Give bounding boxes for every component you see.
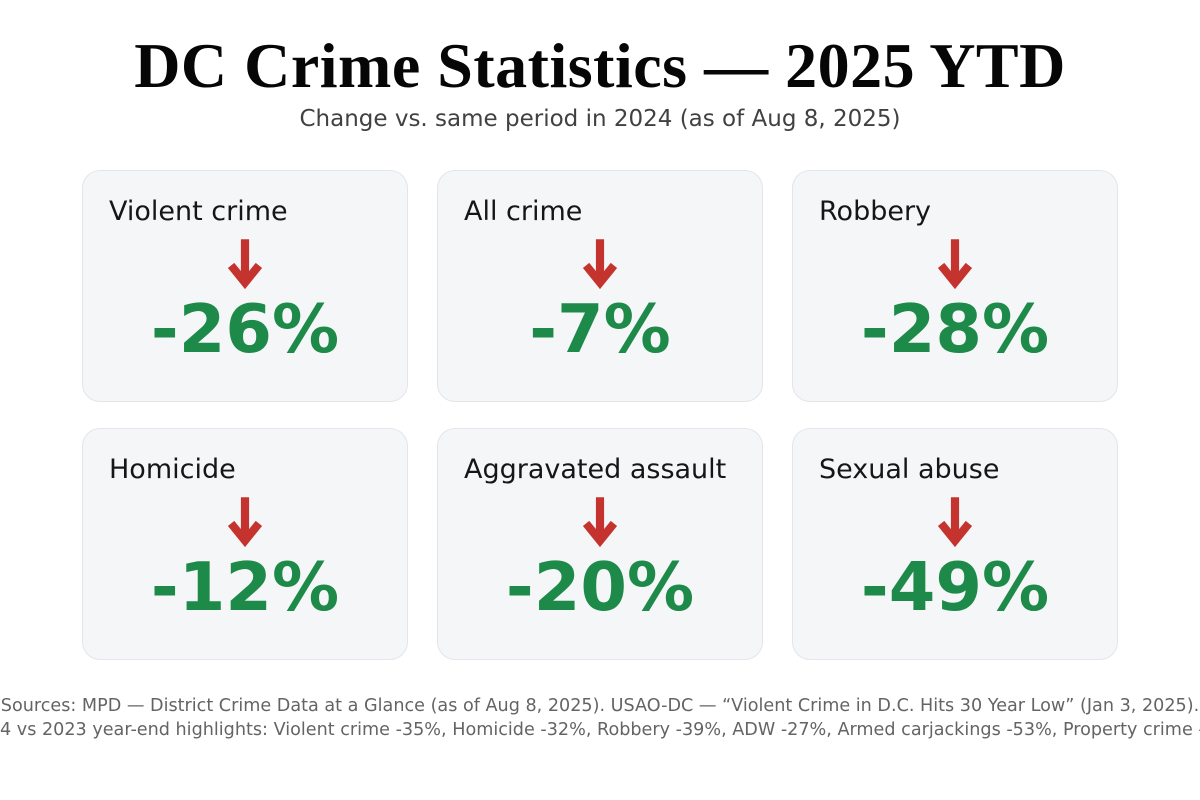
down-arrow-icon <box>227 239 263 290</box>
stat-card-aggravated-assault: Aggravated assault -20% <box>437 428 763 661</box>
down-arrow-icon <box>582 239 618 290</box>
stat-card-robbery: Robbery -28% <box>792 170 1118 403</box>
down-arrow-icon <box>582 497 618 548</box>
down-arrow-icon <box>937 497 973 548</box>
stat-card-all-crime: All crime -7% <box>437 170 763 403</box>
page-subtitle: Change vs. same period in 2024 (as of Au… <box>299 106 901 132</box>
stat-card-value: -7% <box>529 290 671 369</box>
dashboard-header: DC Crime Statistics — 2025 YTD Change vs… <box>0 34 1200 132</box>
footer-sources: Sources: MPD — District Crime Data at a … <box>0 696 1200 717</box>
stat-card-sexual-abuse: Sexual abuse -49% <box>792 428 1118 661</box>
dashboard-footer: Sources: MPD — District Crime Data at a … <box>0 695 1200 743</box>
stat-card-label: Robbery <box>819 196 932 228</box>
stat-card-grid: Violent crime -26% All crime -7% Robbery… <box>0 170 1200 661</box>
down-arrow-icon <box>227 497 263 548</box>
stat-card-label: Aggravated assault <box>464 454 727 486</box>
stat-card-value: -26% <box>150 290 340 369</box>
down-arrow-icon <box>937 239 973 290</box>
stat-card-value: -28% <box>860 290 1050 369</box>
stat-card-violent-crime: Violent crime -26% <box>82 170 408 403</box>
footer-year-end-highlights: 4 vs 2023 year-end highlights: Violent c… <box>0 720 1200 741</box>
stat-card-homicide: Homicide -12% <box>82 428 408 661</box>
stat-card-value: -12% <box>150 548 340 627</box>
stat-card-label: All crime <box>464 196 583 228</box>
page-title: DC Crime Statistics — 2025 YTD <box>134 30 1066 101</box>
stat-card-value: -49% <box>860 548 1050 627</box>
stat-card-label: Violent crime <box>109 196 288 228</box>
dc-crime-dashboard: DC Crime Statistics — 2025 YTD Change vs… <box>0 34 1200 800</box>
stat-card-value: -20% <box>505 548 695 627</box>
stat-card-label: Homicide <box>109 454 236 486</box>
stat-card-label: Sexual abuse <box>819 454 1000 486</box>
